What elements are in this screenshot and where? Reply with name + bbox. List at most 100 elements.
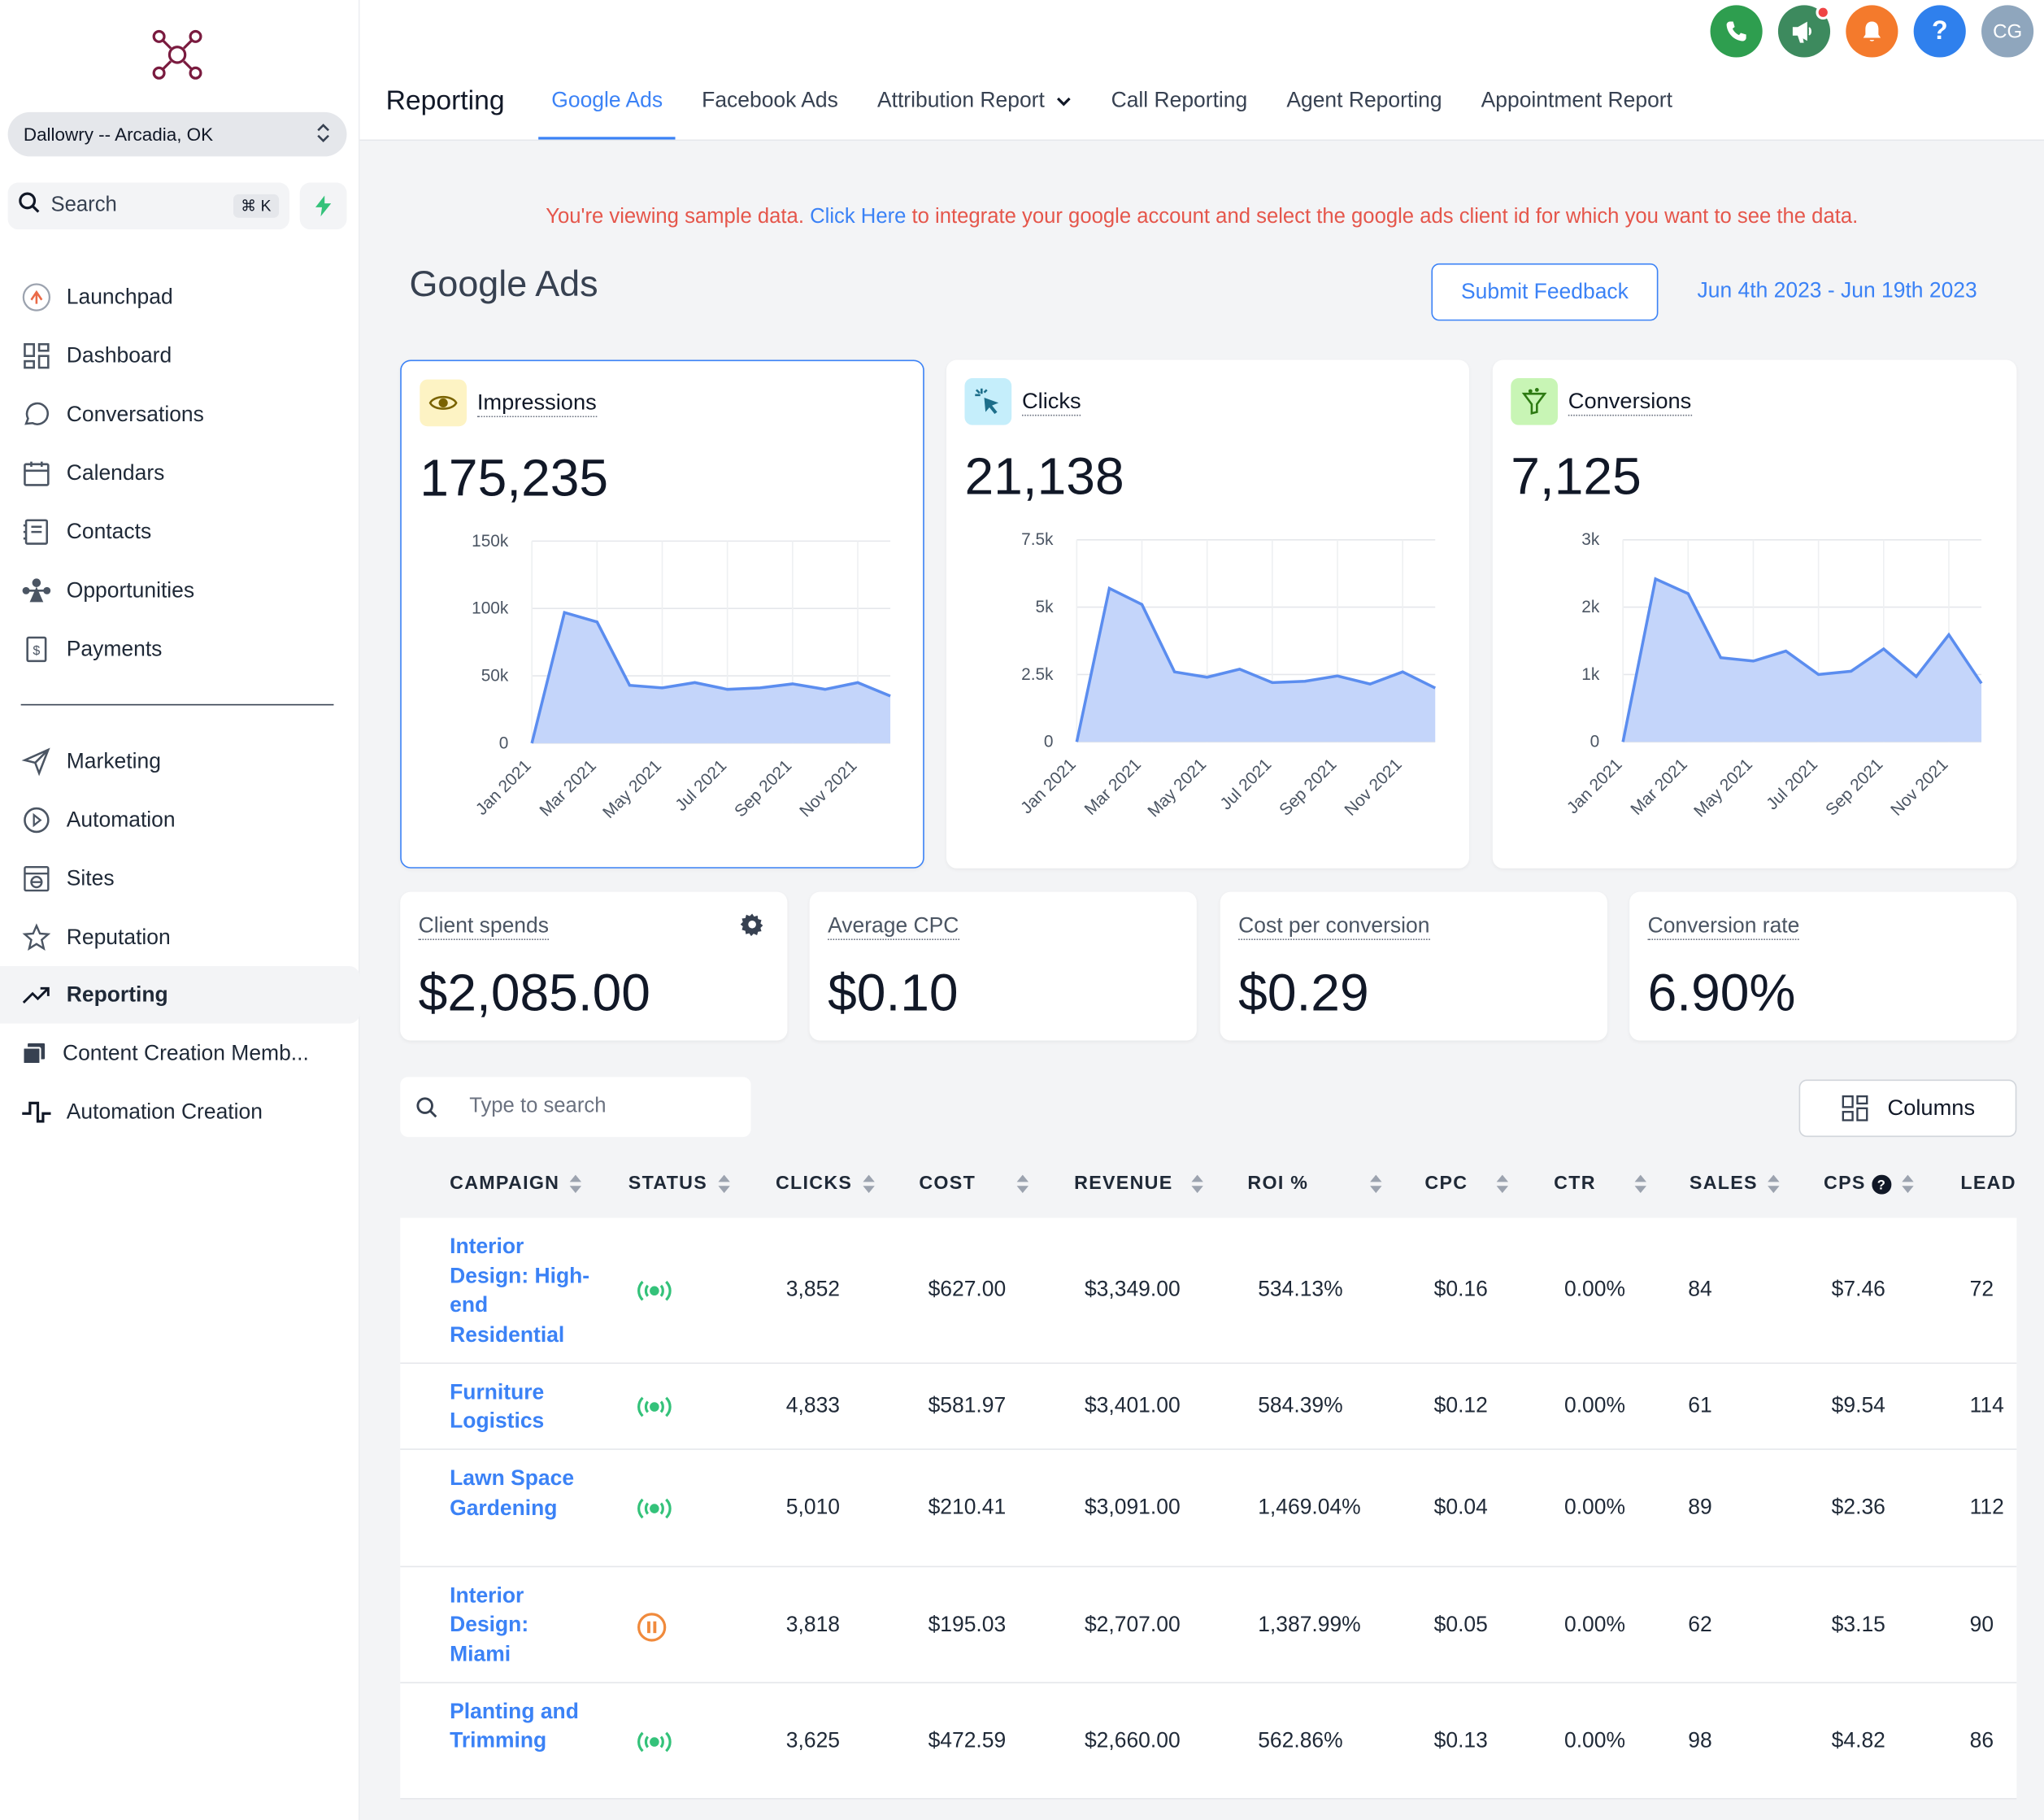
column-header-leads[interactable]: LEADS — [1960, 1173, 2016, 1195]
series-area — [1623, 578, 1982, 742]
column-header-clicks[interactable]: CLICKS — [776, 1173, 875, 1195]
status-active-icon[interactable] — [636, 1494, 672, 1529]
sidebar-item-contacts[interactable]: Contacts — [0, 503, 360, 561]
sidebar-item-content-creation[interactable]: Content Creation Memb... — [0, 1025, 360, 1082]
stat-label: Cost per conversion — [1238, 912, 1430, 940]
sidebar-item-automation[interactable]: Automation — [0, 791, 360, 849]
tab-appointment-report[interactable]: Appointment Report — [1481, 89, 1672, 112]
sidebar-item-reporting[interactable]: Reporting — [0, 966, 360, 1024]
status-active-icon[interactable] — [636, 1392, 672, 1427]
sort-icon — [1369, 1174, 1382, 1194]
search-label: Search — [50, 194, 117, 217]
tab-attribution-report[interactable]: Attribution Report — [864, 78, 1085, 124]
impressions-chart: 0 50k 100k 150k Jan 2021 Mar 2021 May 2021 Jul … — [472, 532, 891, 822]
quick-action-button[interactable] — [299, 182, 347, 230]
columns-button[interactable]: Columns — [1798, 1079, 2017, 1138]
status-paused-icon[interactable] — [636, 1611, 667, 1648]
avatar[interactable]: CG — [1981, 5, 2034, 58]
column-header-cpc[interactable]: CPC — [1424, 1173, 1509, 1195]
x-tick-label: Jan 2021 — [1017, 755, 1080, 817]
campaign-link[interactable]: Furniture Logistics — [450, 1380, 545, 1434]
column-header-sales[interactable]: SALES — [1690, 1173, 1781, 1195]
column-header-roi[interactable]: ROI % — [1247, 1173, 1382, 1195]
status-active-icon[interactable] — [636, 1727, 672, 1762]
notifications-button[interactable] — [1846, 5, 1898, 58]
sidebar-item-calendars[interactable]: Calendars — [0, 445, 360, 503]
column-header-cost[interactable]: COST — [919, 1173, 1029, 1195]
metric-icon-box — [420, 379, 467, 427]
payments-icon: $ — [26, 636, 47, 663]
cell-cpc: $0.12 — [1433, 1393, 1488, 1417]
x-tick-label: Nov 2021 — [1887, 755, 1951, 819]
sidebar-item-reputation[interactable]: Reputation — [0, 909, 360, 967]
stat-label: Average CPC — [828, 912, 959, 940]
column-header-status[interactable]: STATUS — [628, 1173, 730, 1195]
x-tick-label: Nov 2021 — [1341, 755, 1405, 819]
help-button[interactable]: ? — [1913, 5, 1966, 58]
sidebar-item-payments[interactable]: $ Payments — [0, 620, 360, 678]
sidebar-item-launchpad[interactable]: Launchpad — [0, 268, 360, 326]
dashboard-icon — [24, 342, 50, 369]
sidebar-item-automation-creation[interactable]: Automation Creation — [0, 1083, 360, 1141]
sort-icon — [1634, 1174, 1647, 1194]
metric-card-conversions[interactable]: Conversions 7,125 0 1k 2k 3k Jan 2021 Mar 202… — [1492, 359, 2017, 869]
sidebar-item-label: Marketing — [66, 749, 161, 773]
metric-card-clicks[interactable]: Clicks 21,138 0 2.5k 5k 7.5k Jan 2021 Mar 202… — [946, 359, 1469, 869]
y-tick-label: 1k — [1581, 665, 1600, 684]
sidebar-item-conversations[interactable]: Conversations — [0, 386, 360, 444]
cell-ctr: 0.00% — [1563, 1728, 1626, 1753]
stat-card-cost-per-conversion: Cost per conversion $0.29 — [1220, 891, 1607, 1041]
announcements-button[interactable] — [1777, 5, 1831, 58]
column-header-ctr[interactable]: CTR — [1554, 1173, 1647, 1195]
campaign-link[interactable]: Lawn Space Gardening — [450, 1467, 575, 1521]
column-header-cps[interactable]: CPS ? — [1824, 1173, 1915, 1195]
campaign-link[interactable]: Interior Design: Miami — [450, 1583, 529, 1666]
table-row[interactable]: Interior Design: Miami 3,818 $195.03 $2,707… — [400, 1567, 2017, 1683]
x-tick-label: Nov 2021 — [796, 756, 860, 821]
sidebar-item-sites[interactable]: Sites — [0, 850, 360, 908]
metric-card-impressions[interactable]: Impressions 175,235 0 50k 100k 150k Jan 2021… — [400, 359, 924, 869]
table-search-input[interactable]: Type to search — [400, 1077, 751, 1138]
cell-leads: 72 — [1969, 1278, 1994, 1302]
integrate-link[interactable]: Click Here — [810, 206, 907, 229]
content-icon — [22, 1043, 46, 1065]
cell-clicks: 3,852 — [785, 1278, 841, 1302]
app-logo[interactable] — [149, 26, 207, 84]
cell-leads: 112 — [1969, 1496, 2004, 1519]
location-switcher[interactable]: Dallowry -- Arcadia, OK — [7, 111, 347, 157]
table-row[interactable]: Planting and Trimming 3,625 $472.59 $2,660.… — [400, 1683, 2017, 1800]
sidebar-search[interactable]: Search ⌘ K — [7, 182, 289, 230]
info-icon[interactable]: ? — [1872, 1173, 1892, 1194]
clicks-chart: 0 2.5k 5k 7.5k Jan 2021 Mar 2021 May 2021 Jul 2… — [1017, 530, 1437, 821]
gear-icon — [740, 913, 763, 937]
sidebar-item-label: Reputation — [66, 925, 171, 949]
column-header-revenue[interactable]: REVENUE — [1074, 1173, 1203, 1195]
tab-facebook-ads[interactable]: Facebook Ads — [702, 89, 838, 112]
stat-value: 6.90% — [1647, 964, 1796, 1023]
phone-button[interactable] — [1710, 5, 1763, 58]
cell-roi: 534.13% — [1258, 1278, 1343, 1302]
table-row[interactable]: Lawn Space Gardening 5,010 $210.41 $3,091.0… — [400, 1450, 2017, 1568]
tab-agent-reporting[interactable]: Agent Reporting — [1286, 89, 1442, 112]
column-header-campaign[interactable]: CAMPAIGN — [450, 1173, 582, 1195]
status-active-icon[interactable] — [636, 1277, 672, 1312]
table-row[interactable]: Furniture Logistics 4,833 $581.97 $3,401.00… — [400, 1364, 2017, 1450]
stat-card-client-spends: Client spends $2,085.00 — [400, 891, 788, 1041]
sidebar-item-opportunities[interactable]: Opportunities — [0, 562, 360, 620]
campaign-link[interactable]: Interior Design: High-end Residential — [450, 1234, 590, 1347]
stat-card-average-cpc: Average CPC $0.10 — [809, 891, 1197, 1041]
sidebar-item-marketing[interactable]: Marketing — [0, 733, 360, 790]
table-row[interactable]: Interior Design: High-end Residential 3,8… — [400, 1218, 2017, 1365]
date-range-picker[interactable]: Jun 4th 2023 - Jun 19th 2023 — [1697, 279, 1977, 303]
chevron-updown-icon — [315, 120, 331, 148]
settings-button[interactable] — [740, 912, 764, 943]
sidebar-item-dashboard[interactable]: Dashboard — [0, 327, 360, 385]
svg-text:$: $ — [33, 643, 40, 658]
tab-google-ads[interactable]: Google Ads — [538, 78, 676, 140]
submit-feedback-button[interactable]: Submit Feedback — [1431, 263, 1659, 321]
tab-call-reporting[interactable]: Call Reporting — [1111, 89, 1248, 112]
x-tick-label: May 2021 — [1144, 755, 1210, 821]
location-name: Dallowry -- Arcadia, OK — [23, 124, 214, 145]
bell-icon — [1863, 21, 1881, 41]
campaign-link[interactable]: Planting and Trimming — [450, 1700, 579, 1753]
